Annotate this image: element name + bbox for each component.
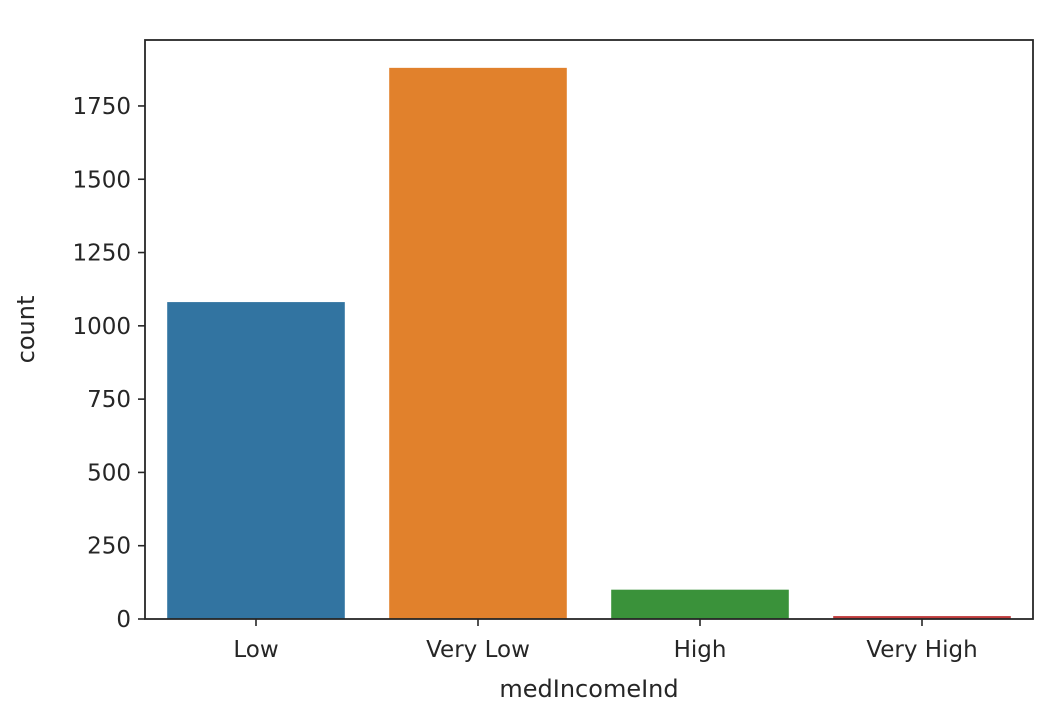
y-tick-label: 1750 xyxy=(72,94,131,120)
x-axis: Low Very Low High Very High xyxy=(233,619,978,663)
y-axis-label: count xyxy=(12,296,40,364)
y-tick-label: 1000 xyxy=(72,314,131,340)
bar-very-low xyxy=(389,67,567,619)
x-tick-label: Low xyxy=(233,637,278,663)
y-tick-label: 1500 xyxy=(72,167,131,193)
bar-low xyxy=(167,302,345,619)
x-tick-label: Very High xyxy=(866,637,977,663)
x-axis-label: medIncomeInd xyxy=(499,675,678,703)
y-tick-label: 250 xyxy=(87,534,131,560)
x-tick-label: High xyxy=(674,637,727,663)
bar-high xyxy=(611,589,789,619)
bars xyxy=(167,67,1011,619)
y-tick-label: 1250 xyxy=(72,241,131,267)
plot-area-frame xyxy=(144,39,1034,620)
bar-very-high xyxy=(833,616,1011,619)
y-tick-label: 500 xyxy=(87,460,131,486)
y-tick-label: 0 xyxy=(116,607,131,633)
x-tick-label: Very Low xyxy=(426,637,530,663)
y-tick-label: 750 xyxy=(87,387,131,413)
y-axis: 0 250 500 750 1000 1250 1500 1750 xyxy=(72,94,145,633)
